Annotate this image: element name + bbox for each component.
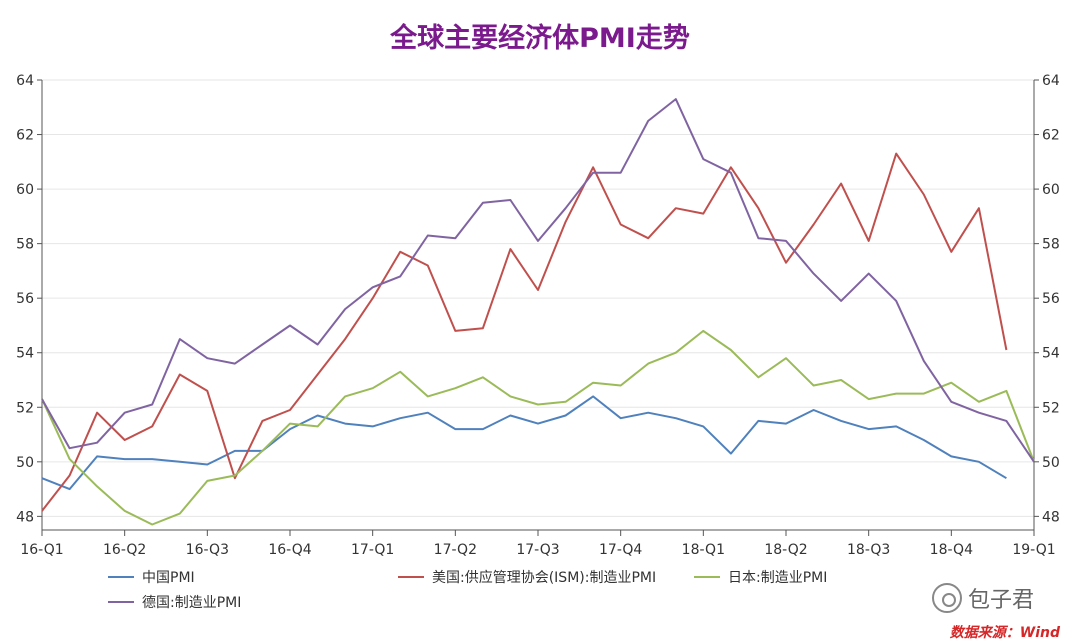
series-line-2: [41, 329, 1035, 526]
watermark: 包子君: [932, 582, 1034, 614]
x-tick-label: 16-Q3: [186, 542, 229, 558]
y-tick-label-right: 60: [1042, 182, 1060, 198]
x-tick-label: 16-Q4: [268, 542, 311, 558]
y-tick-label-right: 54: [1042, 346, 1060, 362]
x-tick-label: 17-Q4: [599, 542, 642, 558]
y-tick-label-left: 60: [16, 182, 34, 198]
watermark-text: 包子君: [968, 588, 1035, 613]
x-tick-label: 18-Q3: [847, 542, 890, 558]
legend-label-0: 中国PMI: [142, 570, 195, 586]
series-line-1: [41, 152, 1008, 512]
y-tick-label-right: 58: [1042, 237, 1060, 253]
x-tick-label: 18-Q4: [930, 542, 973, 558]
x-tick-label: 18-Q2: [764, 542, 807, 558]
y-tick-label-right: 52: [1042, 400, 1060, 416]
y-tick-label-left: 52: [16, 400, 34, 416]
series-line-0: [41, 395, 1007, 491]
y-tick-label-left: 64: [16, 73, 34, 89]
y-tick-label-right: 50: [1042, 455, 1060, 471]
y-tick-label-left: 56: [16, 291, 34, 307]
series-layer: [41, 98, 1035, 526]
y-tick-label-right: 62: [1042, 128, 1060, 144]
chart-title: 全球主要经济体PMI走势: [390, 23, 690, 54]
x-tick-label: 16-Q1: [20, 542, 63, 558]
x-tick-label: 17-Q2: [434, 542, 477, 558]
y-tick-label-right: 48: [1042, 509, 1060, 525]
x-tick-label: 19-Q1: [1012, 542, 1055, 558]
y-tick-label-left: 50: [16, 455, 34, 471]
y-tick-label-right: 56: [1042, 291, 1060, 307]
y-tick-label-right: 64: [1042, 73, 1060, 89]
y-tick-label-left: 62: [16, 128, 34, 144]
y-tick-label-left: 48: [16, 509, 34, 525]
wechat-icon: [932, 583, 962, 613]
source-note: 数据来源：Wind: [949, 625, 1060, 641]
y-tick-label-left: 58: [16, 237, 34, 253]
x-tick-label: 17-Q3: [516, 542, 559, 558]
x-tick-label: 17-Q1: [351, 542, 394, 558]
legend-label-2: 日本:制造业PMI: [728, 570, 827, 586]
grid-layer: [42, 79, 1034, 517]
axis-layer: 48 48 50 50 52 52 54 54 56 56 58 58 60 60 62 62 64 64 16-Q…: [16, 73, 1060, 558]
legend-label-3: 德国:制造业PMI: [142, 595, 241, 611]
series-line-3: [41, 98, 1035, 463]
y-tick-label-left: 54: [16, 346, 34, 362]
x-tick-label: 16-Q2: [103, 542, 146, 558]
x-tick-label: 18-Q1: [682, 542, 725, 558]
legend-label-1: 美国:供应管理协会(ISM):制造业PMI: [432, 569, 656, 586]
legend-layer: 中国PMI 美国:供应管理协会(ISM):制造业PMI 日本:制造业PMI 德国:制造…: [108, 569, 827, 611]
